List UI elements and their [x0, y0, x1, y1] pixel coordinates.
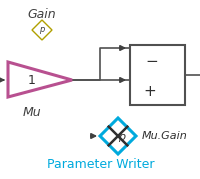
Text: p: p	[39, 25, 44, 35]
Text: 1: 1	[28, 74, 36, 86]
Text: Mu: Mu	[23, 105, 41, 118]
Text: Gain: Gain	[28, 8, 56, 21]
Polygon shape	[100, 118, 135, 154]
Bar	[129, 45, 184, 105]
Polygon shape	[8, 62, 72, 97]
Text: Mu.Gain: Mu.Gain	[141, 131, 187, 141]
Text: p: p	[118, 132, 125, 142]
Text: −: −	[145, 54, 158, 69]
Polygon shape	[32, 20, 52, 40]
Text: Parameter Writer: Parameter Writer	[47, 158, 154, 171]
Text: +: +	[143, 84, 156, 100]
